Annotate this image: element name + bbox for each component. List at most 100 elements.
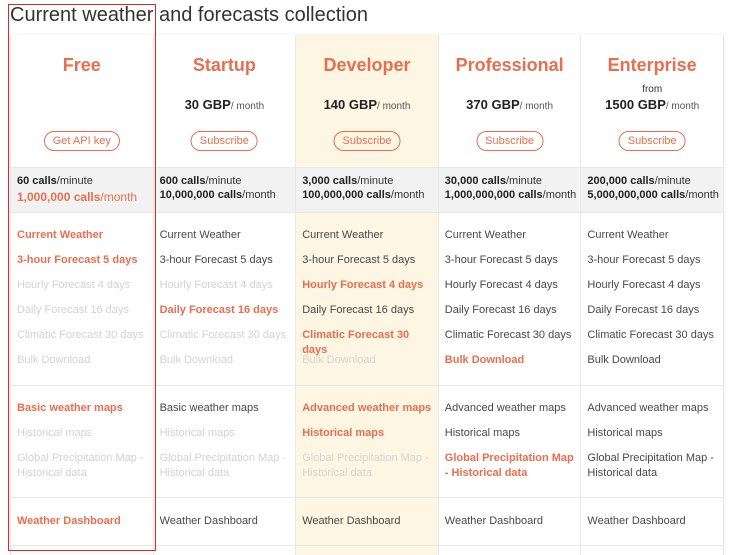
feature: Current Weather — [17, 229, 103, 241]
plan-button[interactable]: Get API key — [43, 131, 120, 151]
map-feature: Historical maps — [587, 427, 663, 439]
feature: 3-hour Forecast 5 days — [302, 254, 416, 266]
price-amount: 1500 GBP — [605, 97, 666, 112]
dashboard-feature: Weather Dashboard — [302, 515, 401, 527]
calls-row-bg — [581, 167, 723, 212]
price-amount: 140 GBP — [323, 97, 378, 112]
calls-unit: /month — [685, 189, 719, 201]
plan-column: Free Get API key 60 calls/minute 1,000,000 … — [11, 35, 154, 555]
feature: 3-hour Forecast 5 days — [444, 254, 558, 266]
calls-amount: 5,000,000,000 calls — [587, 189, 686, 201]
plan-column: Startup 30 GBP/ month Subscribe 600 calls/m… — [153, 35, 297, 555]
row-divider — [11, 167, 153, 168]
row-divider — [296, 385, 438, 386]
feature: Bulk Download — [587, 354, 661, 366]
plan-name: Free — [62, 55, 101, 75]
calls-per-month: 1,000,000 calls/month — [17, 190, 137, 204]
row-divider — [581, 167, 723, 168]
feature: Bulk Download — [444, 354, 525, 366]
plan-name: Developer — [323, 55, 411, 75]
row-divider — [581, 497, 723, 498]
price: 370 GBP/ month — [439, 96, 581, 114]
map-feature: Historical maps — [159, 427, 235, 439]
calls-per-minute: 200,000 calls/minute — [587, 175, 690, 187]
calls-unit: /month — [390, 189, 425, 201]
map-feature: Global Precipitation Map - Historical da… — [159, 452, 287, 479]
pricing-table: Free Get API key 60 calls/minute 1,000,000 … — [10, 35, 724, 555]
calls-amount: 60 calls — [17, 175, 57, 187]
row-divider — [438, 385, 581, 386]
plan-name: Professional — [455, 55, 564, 75]
feature: Hourly Forecast 4 days — [587, 279, 701, 291]
calls-unit: /minute — [205, 175, 242, 187]
calls-per-month: 1,000,000,000 calls/month — [445, 189, 577, 201]
feature: Climatic Forecast 30 days — [302, 329, 410, 356]
row-divider — [11, 545, 153, 546]
feature: Current Weather — [159, 229, 241, 241]
calls-per-minute: 600 calls/minute — [160, 175, 242, 187]
feature: Daily Forecast 16 days — [17, 304, 129, 316]
row-divider — [11, 497, 153, 498]
feature: Current Weather — [302, 229, 384, 241]
plan-button[interactable]: Subscribe — [476, 131, 544, 151]
dashboard-feature: Weather Dashboard — [159, 515, 258, 527]
feature: Climatic Forecast 30 days — [587, 329, 714, 341]
row-divider — [296, 497, 438, 498]
price-amount: 30 GBP — [184, 97, 231, 112]
map-feature: Global Precipitation Map - Historical da… — [17, 452, 144, 479]
row-divider — [153, 167, 296, 168]
plan-button[interactable]: Subscribe — [333, 131, 401, 151]
price-unit: / month — [230, 101, 265, 112]
row-divider — [581, 212, 723, 213]
calls-amount: 30,000 calls — [444, 175, 506, 187]
calls-per-month: 10,000,000 calls/month — [160, 189, 276, 201]
feature: Climatic Forecast 30 days — [17, 329, 144, 341]
map-feature: Advanced weather maps — [302, 402, 432, 414]
feature: Daily Forecast 16 days — [444, 304, 557, 316]
price-amount: 370 GBP — [466, 97, 520, 112]
feature: Hourly Forecast 4 days — [444, 279, 558, 291]
row-divider — [153, 497, 296, 498]
map-feature: Basic weather maps — [159, 402, 259, 414]
price: 140 GBP/ month — [296, 96, 438, 114]
feature: Bulk Download — [302, 354, 376, 366]
feature: Bulk Download — [17, 354, 91, 366]
map-feature: Basic weather maps — [17, 402, 123, 414]
row-divider — [438, 212, 581, 213]
price: 30 GBP/ month — [154, 96, 296, 114]
calls-unit: /month — [242, 189, 276, 201]
dashboard-feature: Weather Dashboard — [17, 515, 121, 527]
row-divider — [11, 212, 153, 213]
feature: Daily Forecast 16 days — [159, 304, 279, 316]
map-feature: Advanced weather maps — [444, 402, 566, 414]
calls-row-bg — [153, 167, 296, 212]
calls-per-month: 5,000,000,000 calls/month — [587, 189, 719, 201]
plan-name: Startup — [192, 55, 256, 75]
calls-unit: /month — [100, 190, 138, 204]
plan-button[interactable]: Subscribe — [190, 131, 258, 151]
row-divider — [296, 167, 438, 168]
map-feature: Global Precipitation Map - Historical da… — [302, 452, 429, 479]
price-unit: / month — [519, 101, 554, 112]
dashboard-feature: Weather Dashboard — [587, 515, 686, 527]
page-title: Current weather and forecasts collection — [10, 4, 368, 26]
calls-amount: 600 calls — [159, 175, 206, 187]
calls-unit: /minute — [56, 175, 93, 187]
price: 1500 GBP/ month — [581, 96, 723, 114]
feature: Climatic Forecast 30 days — [159, 329, 287, 341]
plan-button[interactable]: Subscribe — [618, 131, 686, 151]
price-prefix: from — [642, 84, 663, 95]
map-feature: Historical maps — [17, 427, 93, 439]
calls-unit: /minute — [654, 175, 691, 187]
calls-amount: 1,000,000,000 calls — [444, 189, 543, 201]
calls-amount: 100,000,000 calls — [302, 189, 391, 201]
feature: Bulk Download — [159, 354, 233, 366]
row-divider — [153, 545, 296, 546]
feature: Daily Forecast 16 days — [587, 304, 700, 316]
calls-amount: 200,000 calls — [587, 175, 655, 187]
row-divider — [438, 167, 581, 168]
row-divider — [153, 385, 296, 386]
map-feature: Historical maps — [444, 427, 520, 439]
feature: Hourly Forecast 4 days — [159, 279, 273, 291]
map-feature: Global Precipitation Map - Historical da… — [587, 452, 714, 479]
